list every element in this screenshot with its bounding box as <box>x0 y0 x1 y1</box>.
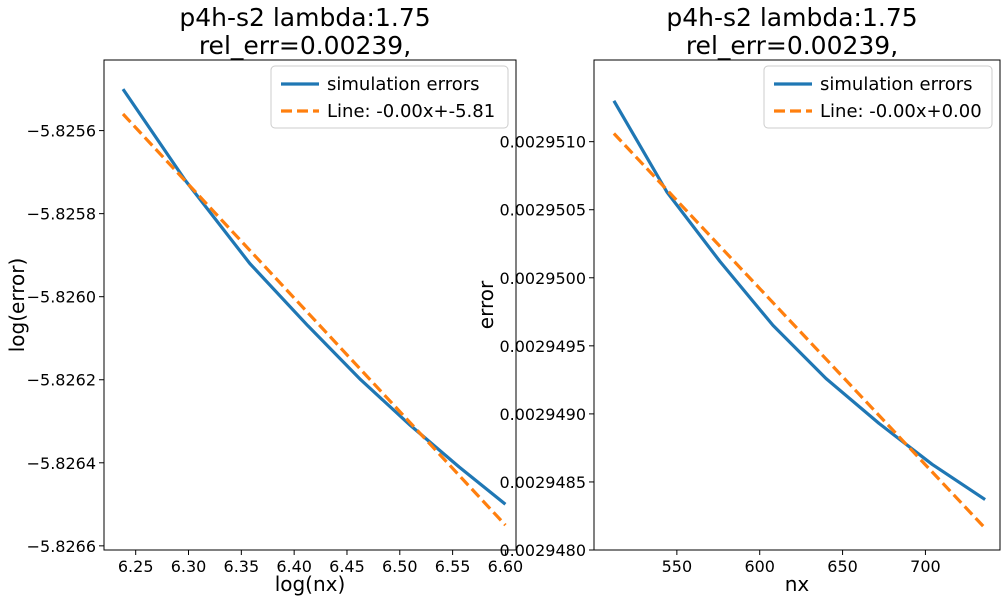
right-x-tick-label: 550 <box>662 557 693 576</box>
left-y-tick-label: −5.8260 <box>27 288 96 307</box>
right-chart-title-line1: p4h-s2 lambda:1.75 <box>666 3 917 32</box>
left-chart-panel: p4h-s2 lambda:1.75 rel_err=0.00239, log(… <box>5 3 523 596</box>
left-x-tick-label: 6.45 <box>329 557 365 576</box>
right-x-tick-label: 650 <box>827 557 858 576</box>
right-plot-frame <box>593 59 1001 551</box>
right-y-axis-label: error <box>474 280 498 329</box>
left-y-tick-label: −5.8266 <box>27 537 96 556</box>
left-legend-box <box>270 65 509 129</box>
left-x-tick-label: 6.55 <box>435 557 471 576</box>
right-simulation-errors-line <box>612 99 986 501</box>
left-x-tick-label: 6.35 <box>224 557 260 576</box>
right-y-tick-label: 0.0029490 <box>499 405 586 424</box>
right-legend-label: simulation errors <box>820 74 973 95</box>
left-y-tick-label: −5.8258 <box>27 205 96 224</box>
right-y-tick-label: 0.0029485 <box>499 473 586 492</box>
right-legend-label: Line: -0.00x+0.00 <box>820 101 982 122</box>
left-legend-label: simulation errors <box>327 74 480 95</box>
left-x-tick-label: 6.60 <box>488 557 524 576</box>
left-x-tick-label: 6.30 <box>171 557 207 576</box>
right-chart-title-line2: rel_err=0.00239, <box>686 31 898 60</box>
left-y-tick-label: −5.8262 <box>27 371 96 390</box>
left-x-tick-label: 6.50 <box>382 557 418 576</box>
left-x-tick-label: 6.40 <box>276 557 312 576</box>
left-x-axis-label: log(nx) <box>275 572 346 596</box>
right-x-tick-label: 700 <box>910 557 941 576</box>
right-y-tick-label: 0.0029510 <box>499 133 586 152</box>
left-simulation-errors-line <box>121 88 507 506</box>
left-legend-label: Line: -0.00x+-5.81 <box>327 101 495 122</box>
left-plot-frame <box>103 59 517 551</box>
right-fit-line <box>612 132 987 530</box>
left-fit-line <box>121 112 507 527</box>
right-y-tick-label: 0.0029495 <box>499 337 586 356</box>
left-chart-title-line1: p4h-s2 lambda:1.75 <box>179 3 430 32</box>
right-chart-panel: p4h-s2 lambda:1.75 rel_err=0.00239, nx e… <box>474 3 1001 596</box>
right-x-tick-label: 600 <box>744 557 775 576</box>
right-y-tick-label: 0.0029505 <box>499 201 586 220</box>
left-y-tick-label: −5.8264 <box>27 454 96 473</box>
right-x-axis-label: nx <box>785 572 810 596</box>
left-y-tick-label: −5.8256 <box>27 122 96 141</box>
left-y-axis-label: log(error) <box>5 258 29 353</box>
left-chart-title-line2: rel_err=0.00239, <box>199 31 411 60</box>
right-y-tick-label: 0.0029480 <box>499 541 586 560</box>
right-y-tick-label: 0.0029500 <box>499 269 586 288</box>
right-legend-box <box>763 65 993 129</box>
left-x-tick-label: 6.25 <box>118 557 154 576</box>
